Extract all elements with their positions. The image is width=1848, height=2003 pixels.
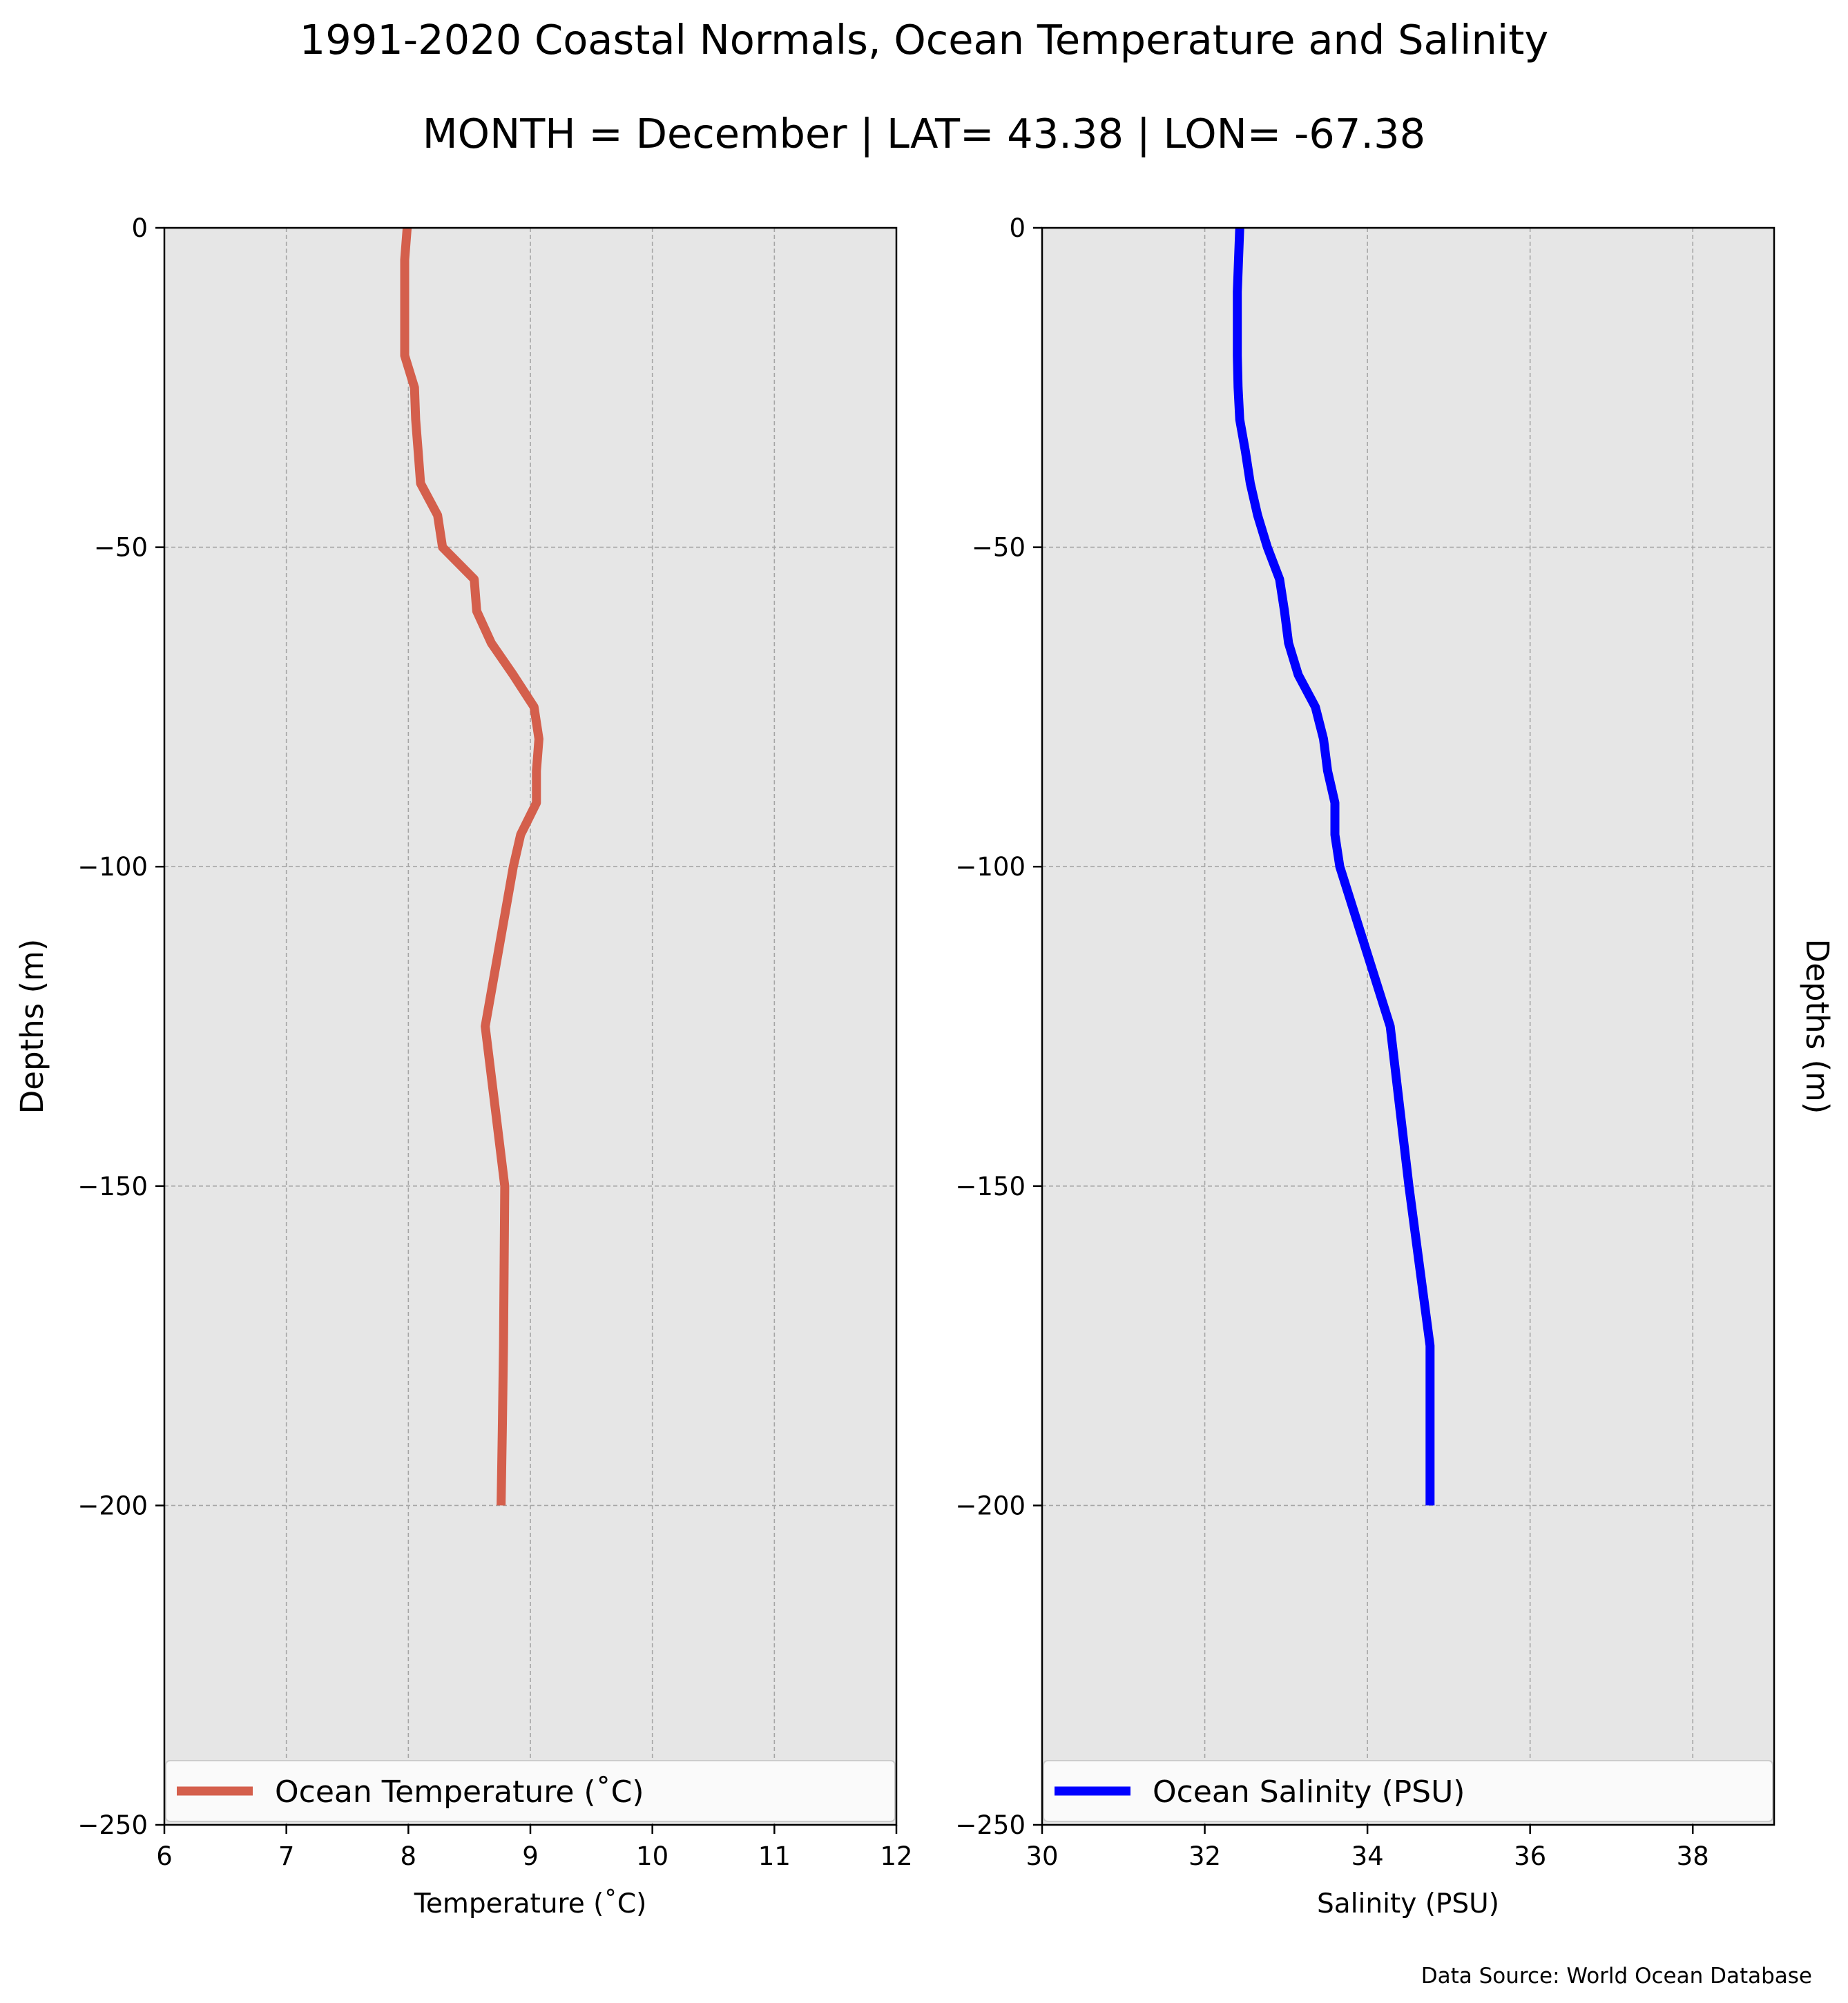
- x-tick-label: 7: [278, 1841, 295, 1871]
- x-tick-label: 30: [1026, 1841, 1058, 1871]
- y-tick-label: −50: [972, 533, 1026, 563]
- x-tick-label: 10: [636, 1841, 668, 1871]
- salinity-panel: Ocean Salinity (PSU) 30 32 34 36 38 0 −50 −100 −1…: [955, 213, 1836, 1919]
- y-tick-label: 0: [131, 213, 148, 243]
- y-tick-label: 0: [1009, 213, 1026, 243]
- x-tick-label: 8: [401, 1841, 417, 1871]
- x-axis-label: Temperature (˚C): [414, 1888, 647, 1919]
- x-tick-label: 38: [1677, 1841, 1709, 1871]
- y-tick-label: −150: [955, 1172, 1026, 1201]
- y-axis-label: Depths (m): [14, 939, 50, 1114]
- figure-subtitle: MONTH = December | LAT= 43.38 | LON= -67…: [422, 110, 1426, 157]
- x-tick-label: 36: [1514, 1841, 1546, 1871]
- series-line: [1233, 227, 1435, 1506]
- legend-label: Ocean Temperature (˚C): [275, 1774, 644, 1810]
- x-tick-label: 11: [758, 1841, 791, 1871]
- x-axis-label: Salinity (PSU): [1317, 1888, 1499, 1919]
- legend-box: [165, 1760, 896, 1822]
- y-tick-label: −250: [77, 1810, 148, 1840]
- y-tick-label: −100: [77, 852, 148, 882]
- y-tick-label: −100: [955, 852, 1026, 882]
- y-tick-label: −200: [955, 1491, 1026, 1520]
- temperature-panel: Ocean Temperature (˚C) 6 7 8 9 10 11 12 0 −50 −100…: [14, 213, 913, 1919]
- x-tick-label: 6: [156, 1841, 173, 1871]
- x-tick-label: 34: [1351, 1841, 1384, 1871]
- x-tick-label: 12: [880, 1841, 912, 1871]
- legend-box: [1043, 1760, 1773, 1822]
- data-source-note: Data Source: World Ocean Database: [1421, 1964, 1812, 1989]
- y-tick-label: −200: [77, 1491, 148, 1520]
- plot-area: [1042, 228, 1774, 1825]
- series-line: [400, 227, 543, 1506]
- y-axis-label: Depths (m): [1799, 939, 1836, 1114]
- x-tick-label: 32: [1188, 1841, 1221, 1871]
- legend-label: Ocean Salinity (PSU): [1153, 1774, 1465, 1810]
- axes-frame: [1041, 226, 1775, 1826]
- x-tick-label: 9: [522, 1841, 539, 1871]
- y-tick-label: −250: [955, 1810, 1026, 1840]
- y-tick-label: −150: [77, 1172, 148, 1201]
- y-tick-label: −50: [94, 533, 148, 563]
- figure-title: 1991-2020 Coastal Normals, Ocean Tempera…: [299, 16, 1549, 64]
- plot-area: [164, 228, 896, 1825]
